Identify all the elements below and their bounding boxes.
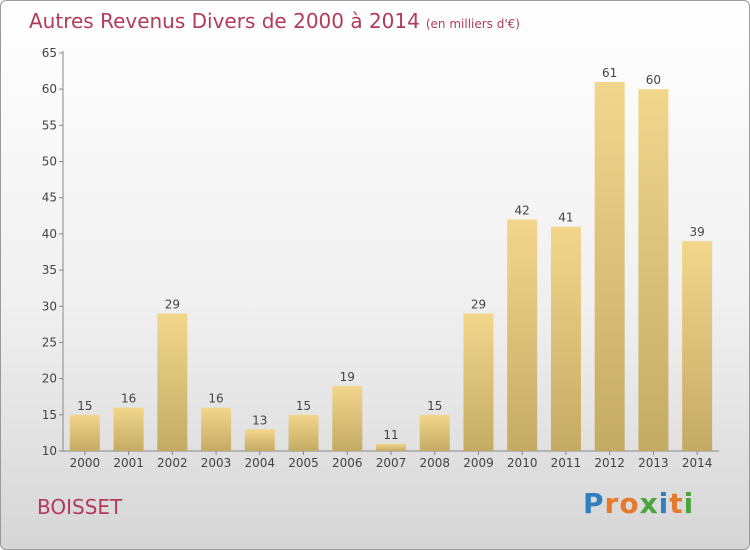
bar-2006 [332, 385, 363, 451]
x-tick-label: 2014 [682, 456, 713, 470]
data-label-2000: 15 [77, 399, 92, 413]
data-label-2011: 41 [558, 211, 573, 225]
x-tick-label: 2004 [245, 456, 276, 470]
x-tick-label: 2013 [638, 456, 669, 470]
bar-2005 [288, 414, 319, 451]
bar-2000 [69, 414, 100, 451]
x-tick-label: 2003 [201, 456, 232, 470]
data-label-2012: 61 [602, 66, 617, 80]
y-tick-label: 35 [42, 263, 57, 277]
place-name: BOISSET [37, 495, 123, 519]
data-label-2010: 42 [515, 203, 530, 217]
y-tick-label: 40 [42, 227, 57, 241]
data-label-2003: 16 [208, 392, 223, 406]
bar-2013 [638, 89, 669, 451]
bar-2008 [419, 414, 450, 451]
proxiti-logo: Proxiti [583, 487, 694, 520]
chart-title-text: Autres Revenus Divers de 2000 à 2014 [29, 9, 420, 33]
bars [69, 81, 713, 451]
y-tick-label: 25 [42, 335, 57, 349]
x-tick-label: 2005 [288, 456, 319, 470]
bar-2009 [463, 313, 494, 451]
y-tick-label: 15 [42, 408, 57, 422]
logo-letter: t [669, 487, 684, 520]
bar-2001 [113, 407, 144, 451]
bar-2004 [244, 429, 275, 451]
chart-title: Autres Revenus Divers de 2000 à 2014 (en … [29, 9, 520, 33]
y-tick-label: 60 [42, 82, 57, 96]
data-label-2001: 16 [121, 392, 136, 406]
logo-letter: o [619, 487, 640, 520]
x-tick-label: 2009 [463, 456, 494, 470]
x-tick-label: 2012 [594, 456, 625, 470]
logo-letter: i [683, 487, 695, 520]
bar-2012 [594, 81, 625, 451]
y-tick-label: 55 [42, 118, 57, 132]
logo-letter: P [583, 487, 605, 520]
y-tick-label: 50 [42, 155, 57, 169]
bar-2007 [376, 443, 406, 451]
x-tick-label: 2001 [113, 456, 144, 470]
logo-letter: i [658, 487, 670, 520]
data-label-2004: 13 [252, 413, 267, 427]
bar-2003 [201, 407, 232, 451]
x-tick-label: 2002 [157, 456, 188, 470]
y-tick-label: 65 [42, 46, 57, 60]
chart-subtitle: (en milliers d'€) [425, 17, 520, 31]
x-tick-label: 2011 [551, 456, 582, 470]
y-tick-label: 30 [42, 299, 57, 313]
data-label-2006: 19 [340, 370, 355, 384]
axes: 10 15 20 25 30 35 40 45 50 55 60 65 2000 2001 2002 2003… [42, 46, 719, 470]
data-label-2002: 29 [165, 298, 180, 312]
x-tick-label: 2010 [507, 456, 538, 470]
x-tick-label: 2008 [419, 456, 450, 470]
logo-letter: x [639, 487, 659, 520]
data-label-2014: 39 [689, 225, 704, 239]
data-label-2005: 15 [296, 399, 311, 413]
data-label-2009: 29 [471, 298, 486, 312]
data-label-2013: 60 [646, 73, 661, 87]
y-tick-label: 45 [42, 191, 57, 205]
bar-2010 [507, 219, 538, 451]
data-labels: 15 16 29 16 13 15 19 11 15 29 42 41 61 60 39 [77, 66, 705, 442]
data-label-2007: 11 [383, 428, 398, 442]
x-tick-label: 2000 [70, 456, 101, 470]
data-label-2008: 15 [427, 399, 442, 413]
y-tick-label: 20 [42, 372, 57, 386]
bar-2002 [157, 313, 188, 451]
bar-2014 [682, 241, 713, 451]
x-tick-label: 2007 [376, 456, 407, 470]
logo-letter: r [604, 487, 620, 520]
bar-2011 [550, 226, 581, 451]
x-tick-label: 2006 [332, 456, 363, 470]
y-tick-label: 10 [42, 444, 57, 458]
